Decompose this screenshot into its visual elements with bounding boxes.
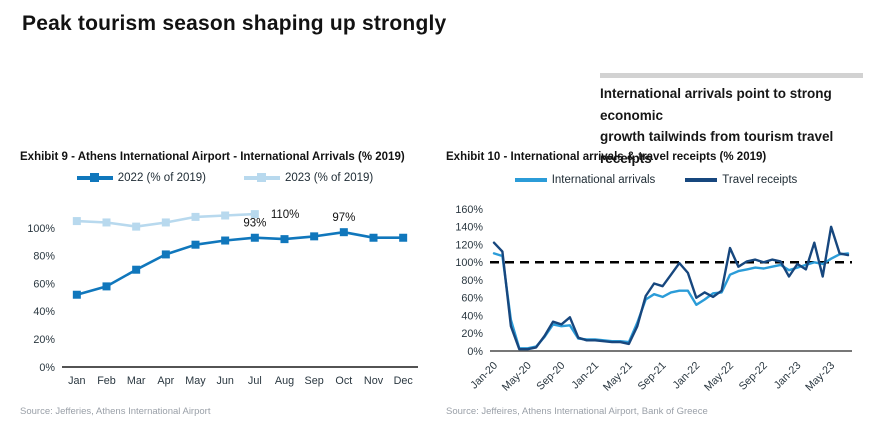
exhibit9-line-chart: 0% 20% 40% 60% 80% 100% Jan Feb Mar Apr May Jun Jul A…: [27, 209, 418, 387]
svg-text:Dec: Dec: [394, 375, 414, 387]
svg-text:May: May: [185, 375, 206, 387]
legend-square-marker-2022-icon: [89, 173, 99, 183]
svg-text:Sep-20: Sep-20: [534, 360, 567, 393]
svg-text:Sep: Sep: [305, 375, 324, 387]
exhibit10-legend: International arrivals Travel receipts: [446, 174, 866, 186]
legend-square-marker-2023-icon: [257, 173, 266, 183]
legend-label-receipts: Travel receipts: [722, 174, 798, 186]
legend-line-2023-icon: [244, 173, 280, 183]
svg-text:120%: 120%: [455, 239, 483, 251]
exhibit9-title: Exhibit 9 - Athens International Airport…: [20, 151, 405, 163]
svg-text:Feb: Feb: [97, 375, 116, 387]
legend-item-2022: 2022 (% of 2019): [76, 172, 206, 184]
svg-text:Jan: Jan: [68, 375, 85, 387]
svg-text:40%: 40%: [33, 306, 55, 318]
svg-text:160%: 160%: [455, 204, 483, 216]
svg-text:May-21: May-21: [601, 360, 635, 394]
svg-text:Mar: Mar: [127, 375, 146, 387]
legend-item-receipts: Travel receipts: [685, 174, 797, 186]
svg-text:Jul: Jul: [248, 375, 262, 387]
svg-text:20%: 20%: [33, 334, 55, 346]
svg-text:97%: 97%: [332, 212, 355, 224]
svg-text:20%: 20%: [461, 328, 483, 340]
callout-divider-bar: [600, 73, 863, 78]
svg-text:Sep-22: Sep-22: [737, 360, 770, 393]
svg-text:Aug: Aug: [275, 375, 294, 387]
svg-text:93%: 93%: [243, 218, 266, 230]
svg-text:Sep-21: Sep-21: [636, 360, 669, 393]
exhibit10-title: Exhibit 10 - International arrivals & tr…: [446, 151, 767, 163]
legend-item-arrivals: International arrivals: [514, 174, 656, 186]
svg-text:May-22: May-22: [702, 360, 736, 394]
svg-text:0%: 0%: [39, 362, 55, 374]
svg-text:80%: 80%: [461, 275, 483, 287]
exhibit9-source: Source: Jefferies, Athens International …: [20, 406, 211, 417]
legend-label-2023: 2023 (% of 2019): [285, 172, 374, 184]
exhibit10-line-chart: 0%20%40%60%80%100%120%140%160%Jan-20 May-…: [455, 204, 852, 394]
svg-text:May-20: May-20: [500, 360, 534, 394]
svg-text:60%: 60%: [33, 278, 55, 290]
svg-text:Jan-23: Jan-23: [772, 360, 804, 392]
svg-text:May-23: May-23: [803, 360, 837, 394]
callout-line1: International arrivals point to strong e…: [600, 86, 832, 123]
svg-text:100%: 100%: [27, 223, 55, 235]
legend-line-receipts-icon: [685, 178, 718, 182]
page-title: Peak tourism season shaping up strongly: [22, 12, 447, 35]
svg-text:Jun: Jun: [216, 375, 233, 387]
svg-text:110%: 110%: [271, 209, 300, 221]
svg-text:0%: 0%: [467, 346, 483, 358]
exhibit10-source: Source: Jeffeires, Athens International …: [446, 406, 708, 417]
exhibit9-legend: 2022 (% of 2019) 2023 (% of 2019): [20, 172, 430, 184]
legend-item-2023: 2023 (% of 2019): [244, 172, 373, 184]
svg-text:60%: 60%: [461, 293, 483, 305]
svg-text:Oct: Oct: [335, 375, 352, 387]
svg-text:140%: 140%: [455, 222, 483, 234]
svg-text:Jan-20: Jan-20: [468, 360, 500, 392]
svg-text:Jan-21: Jan-21: [569, 360, 601, 392]
svg-text:80%: 80%: [33, 251, 55, 263]
svg-text:Apr: Apr: [157, 375, 174, 387]
legend-line-arrivals-icon: [514, 178, 547, 182]
svg-text:Jan-22: Jan-22: [671, 360, 703, 392]
svg-text:Nov: Nov: [364, 375, 384, 387]
callout-line2: growth tailwinds from tourism travel rec…: [600, 129, 834, 166]
legend-label-arrivals: International arrivals: [551, 174, 656, 186]
callout-text: International arrivals point to strong e…: [600, 83, 882, 169]
legend-line-2022-icon: [76, 173, 113, 183]
legend-label-2022: 2022 (% of 2019): [117, 172, 206, 184]
svg-text:40%: 40%: [461, 310, 483, 322]
svg-text:100%: 100%: [455, 257, 483, 269]
